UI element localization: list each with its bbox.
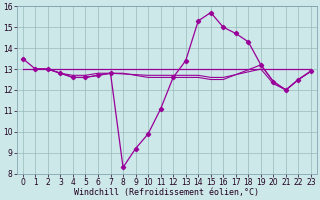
X-axis label: Windchill (Refroidissement éolien,°C): Windchill (Refroidissement éolien,°C) <box>74 188 260 197</box>
